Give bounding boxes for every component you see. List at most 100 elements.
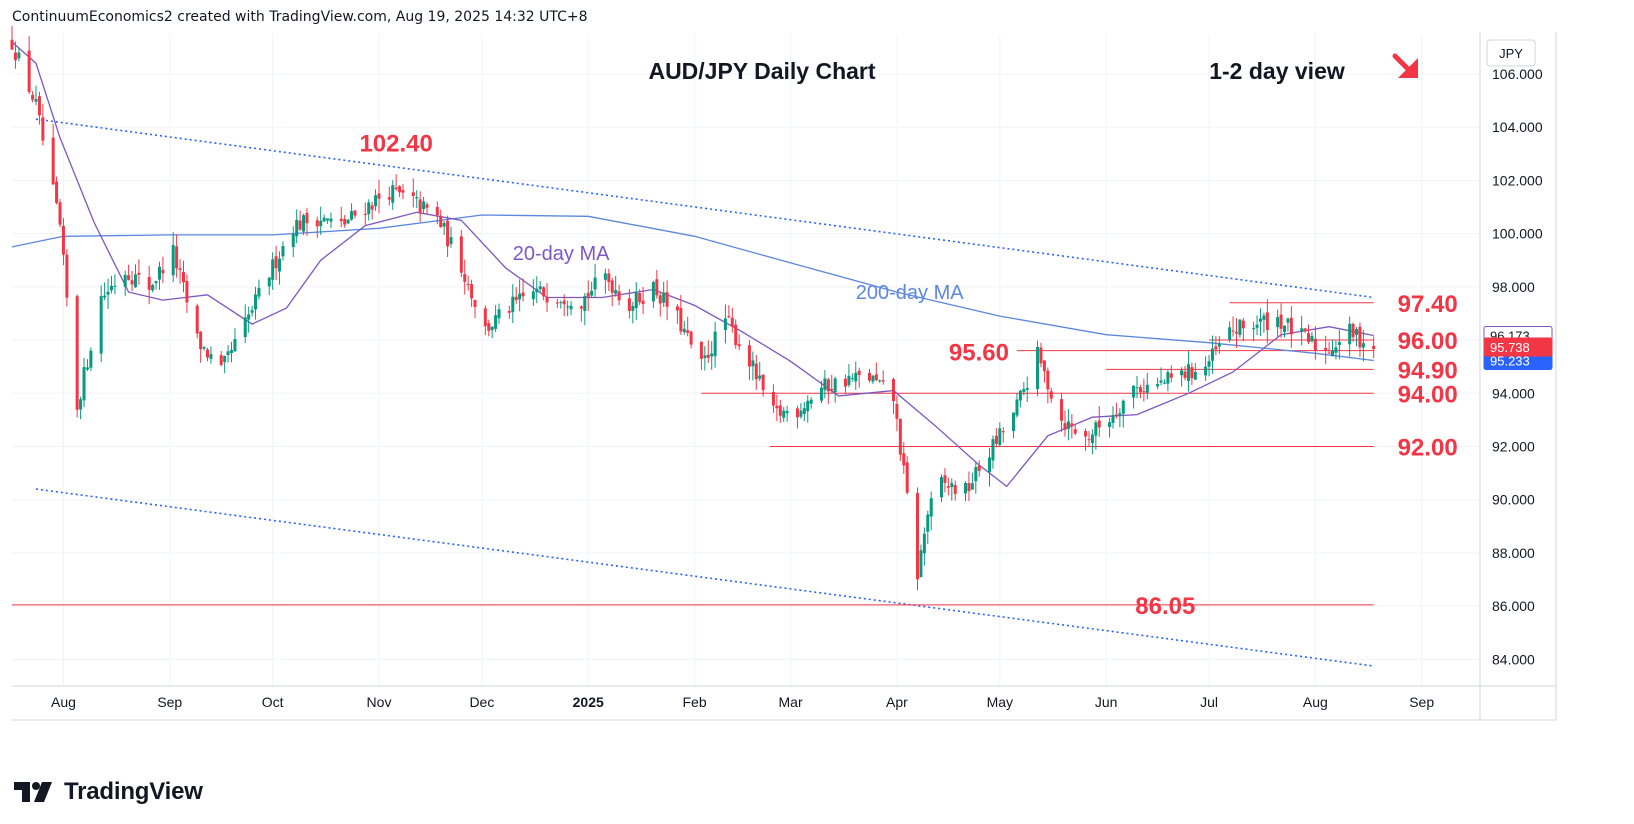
candle-body <box>1207 361 1211 367</box>
candle-body <box>1351 323 1355 338</box>
candle-body <box>109 285 113 291</box>
candle-body <box>1046 370 1050 390</box>
candle-body <box>483 308 487 327</box>
candle-body <box>758 375 762 379</box>
candle-body <box>641 300 645 305</box>
y-tick-label: 98.000 <box>1492 279 1535 295</box>
x-tick-label: Mar <box>779 694 803 710</box>
candle-body <box>607 273 611 283</box>
candle-body <box>415 196 419 199</box>
candle-body <box>466 284 470 286</box>
candle-body <box>219 355 223 365</box>
candle-body <box>905 462 909 493</box>
candle-body <box>809 399 813 404</box>
candle-body <box>223 355 227 363</box>
high-label: 102.40 <box>359 131 432 158</box>
candle-body <box>435 207 439 216</box>
candle-body <box>521 292 525 297</box>
candle-body <box>154 281 158 284</box>
candle-body <box>298 220 302 230</box>
candle-body <box>699 341 703 359</box>
candle-body <box>363 213 367 215</box>
candle-body <box>1334 347 1338 353</box>
candle-body <box>1303 328 1307 332</box>
candle-body <box>387 197 391 200</box>
candle-body <box>675 306 679 311</box>
candle-body <box>281 246 285 257</box>
candle-body <box>1180 370 1184 376</box>
candle-body <box>1132 385 1136 398</box>
candle-body <box>61 225 65 255</box>
candle-body <box>771 392 775 406</box>
candle-body <box>487 323 491 331</box>
candle-body <box>610 280 614 293</box>
candle-body <box>1204 366 1208 376</box>
candle-body <box>1039 347 1043 364</box>
chart-title: AUD/JPY Daily Chart <box>648 58 875 84</box>
candle-body <box>1025 388 1029 390</box>
candle-body <box>569 305 573 310</box>
candle-body <box>1262 315 1266 320</box>
candle-body <box>850 378 854 380</box>
candle-body <box>103 295 107 298</box>
candle-body <box>679 307 683 332</box>
candle-body <box>603 273 607 280</box>
candle-body <box>1186 364 1190 381</box>
candle-body <box>463 274 467 282</box>
candle-body <box>867 372 871 381</box>
candle-body <box>254 294 258 310</box>
candle-body <box>929 498 933 517</box>
candle-body <box>854 372 858 382</box>
candle-body <box>1094 422 1098 436</box>
candle-body <box>85 367 89 370</box>
candle-body <box>734 324 738 345</box>
candle-body <box>490 326 494 331</box>
candle-body <box>730 317 734 327</box>
candle-body <box>1183 371 1187 378</box>
candle-body <box>274 256 278 269</box>
last-price-badge: 95.738 <box>1490 340 1530 355</box>
candle-body <box>915 492 919 580</box>
candle-body <box>1313 338 1317 351</box>
candle-body <box>55 181 59 203</box>
candle-body <box>686 330 690 333</box>
candle-body <box>586 292 590 297</box>
tradingview-logo-icon <box>14 782 52 802</box>
candle-body <box>518 293 522 300</box>
candle-body <box>157 266 161 280</box>
candle-body <box>1162 382 1166 384</box>
y-tick-label: 86.000 <box>1492 598 1535 614</box>
tradingview-logo[interactable]: TradingView <box>14 772 203 812</box>
candle-body <box>89 350 93 368</box>
candle-body <box>161 269 165 274</box>
candle-body <box>1372 345 1376 350</box>
candle-body <box>459 236 463 273</box>
candle-body <box>1214 346 1218 350</box>
candle-body <box>326 218 330 221</box>
candle-body <box>922 533 926 554</box>
candle-body <box>199 332 203 350</box>
candle-body <box>627 298 631 311</box>
level-label: 96.00 <box>1398 328 1458 355</box>
candle-body <box>1118 413 1122 416</box>
candle-body <box>398 186 402 193</box>
candle-body <box>1361 343 1365 348</box>
candle-body <box>638 293 642 303</box>
candle-body <box>1121 400 1125 414</box>
candle-body <box>10 39 14 50</box>
candle-body <box>1159 380 1163 383</box>
y-tick-label: 92.000 <box>1492 438 1535 454</box>
candle-body <box>555 302 559 304</box>
candle-body <box>940 477 944 498</box>
plot-background <box>12 34 1480 686</box>
ma200-line <box>11 214 1374 362</box>
candle-body <box>106 291 110 295</box>
candle-body <box>75 296 79 410</box>
candle-body <box>1348 323 1352 345</box>
candle-body <box>1018 390 1022 401</box>
candle-body <box>1255 324 1259 328</box>
candles <box>10 25 1376 591</box>
chart-subtitle: 1-2 day view <box>1209 58 1345 84</box>
